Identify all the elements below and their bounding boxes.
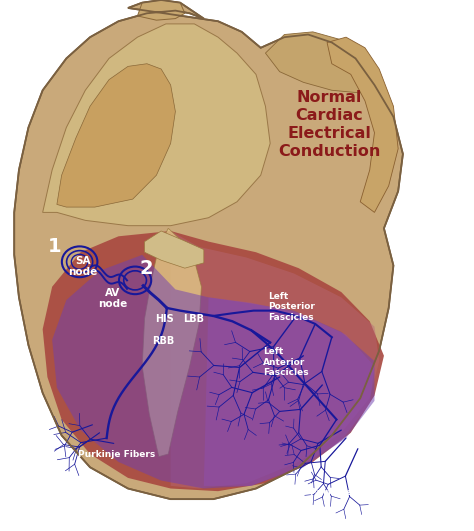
Polygon shape bbox=[327, 37, 398, 212]
Text: Purkinje Fibers: Purkinje Fibers bbox=[78, 450, 155, 458]
Text: LBB: LBB bbox=[183, 314, 204, 323]
Text: Normal
Cardiac
Electrical
Conduction: Normal Cardiac Electrical Conduction bbox=[278, 90, 381, 159]
Polygon shape bbox=[52, 255, 374, 489]
Text: RBB: RBB bbox=[153, 336, 174, 346]
Polygon shape bbox=[142, 228, 201, 457]
Polygon shape bbox=[43, 231, 384, 491]
Polygon shape bbox=[145, 231, 204, 268]
Polygon shape bbox=[14, 0, 403, 499]
Text: Purkinje Fibers: Purkinje Fibers bbox=[310, 488, 387, 496]
Polygon shape bbox=[43, 24, 270, 226]
Polygon shape bbox=[204, 297, 374, 486]
Polygon shape bbox=[171, 231, 379, 489]
Polygon shape bbox=[137, 0, 185, 20]
Text: Left
Posterior
Fascicles: Left Posterior Fascicles bbox=[268, 292, 315, 322]
Text: 2: 2 bbox=[139, 259, 153, 278]
Text: HIS: HIS bbox=[155, 314, 174, 323]
Polygon shape bbox=[265, 32, 370, 93]
Text: 1: 1 bbox=[48, 237, 61, 256]
Polygon shape bbox=[57, 64, 175, 207]
Text: AV
node: AV node bbox=[98, 288, 128, 309]
Text: Left
Anterior
Fascicles: Left Anterior Fascicles bbox=[263, 347, 309, 377]
Text: SA
node: SA node bbox=[68, 256, 98, 277]
